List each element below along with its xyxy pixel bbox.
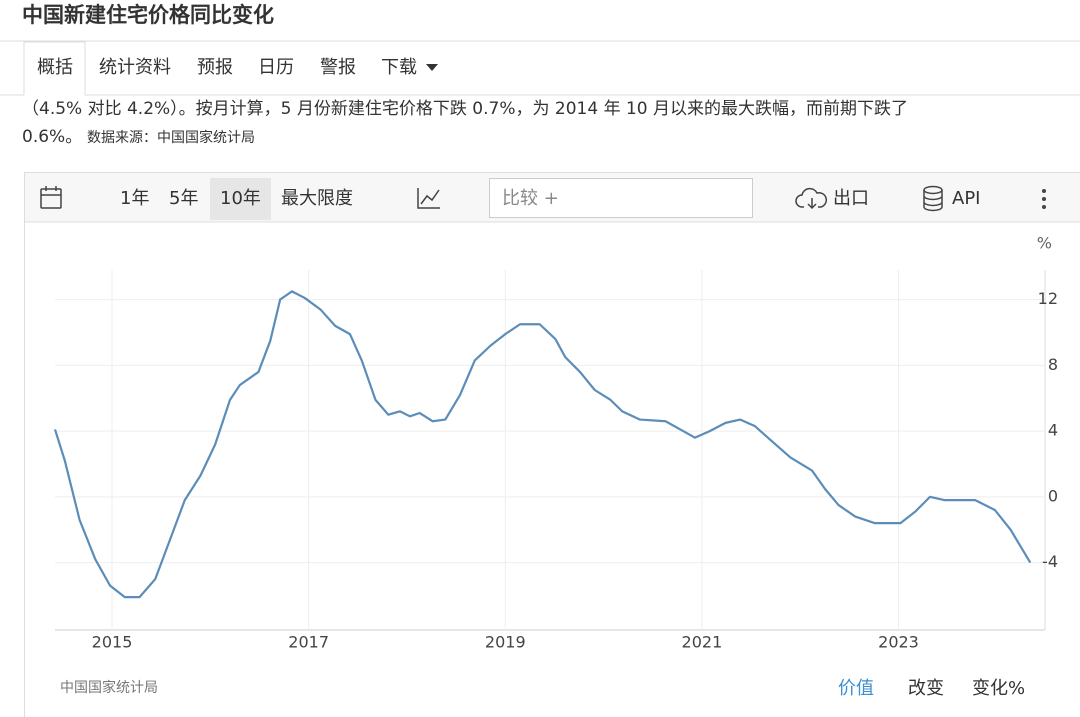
x-tick-label: 2015	[92, 633, 133, 652]
range-button[interactable]: 最大限度	[281, 188, 353, 209]
summary-text: （4.5% 对比 4.2%）。按月计算，5 月份新建住宅价格下跌 0.7%，为 …	[22, 99, 909, 119]
compare-placeholder[interactable]: 比较 +	[502, 188, 559, 209]
range-button[interactable]: 10年	[220, 188, 261, 209]
range-button[interactable]: 5年	[169, 188, 199, 209]
data-line	[53, 290, 1032, 599]
tab[interactable]: 统计资料	[99, 57, 171, 78]
selected-range	[210, 178, 271, 220]
tab[interactable]: 下载	[381, 57, 417, 78]
tab[interactable]: 警报	[320, 57, 356, 78]
y-unit: %	[1037, 234, 1052, 253]
y-tick-label: -4	[1042, 552, 1058, 571]
summary-source: 数据来源：中国国家统计局	[87, 130, 255, 146]
calendar-icon	[40, 186, 62, 209]
tab[interactable]: 概括	[37, 57, 73, 78]
chart-frame	[24, 172, 1080, 717]
tab[interactable]: 日历	[258, 57, 294, 78]
tab[interactable]: 预报	[197, 57, 233, 78]
view-button[interactable]: 价值	[838, 678, 874, 699]
x-tick-label: 2023	[878, 633, 919, 652]
y-tick-label: 8	[1048, 355, 1058, 374]
compare-input[interactable]	[489, 178, 753, 218]
active-tab-border	[23, 41, 86, 95]
download-arrow	[807, 198, 817, 210]
download-icon	[795, 187, 827, 208]
y-tick-label: 12	[1038, 289, 1058, 308]
more-icon[interactable]	[1042, 189, 1046, 209]
api-button[interactable]: API	[952, 188, 981, 209]
x-tick-label: 2017	[288, 633, 329, 652]
x-tick-label: 2021	[682, 633, 723, 652]
view-button[interactable]: 变化%	[972, 678, 1026, 699]
caret	[426, 64, 438, 71]
page-title: 中国新建住宅价格同比变化	[22, 3, 274, 27]
view-button[interactable]: 改变	[908, 678, 944, 699]
y-tick-label: 4	[1048, 421, 1058, 440]
database-icon	[923, 185, 943, 212]
export-button[interactable]: 出口	[833, 188, 869, 209]
line-icon	[417, 188, 440, 209]
y-tick-label: 0	[1048, 486, 1058, 505]
summary-text: 0.6%。	[22, 127, 83, 147]
chart-source: 中国国家统计局	[60, 680, 158, 696]
x-tick-label: 2019	[485, 633, 526, 652]
range-button[interactable]: 1年	[120, 188, 150, 209]
